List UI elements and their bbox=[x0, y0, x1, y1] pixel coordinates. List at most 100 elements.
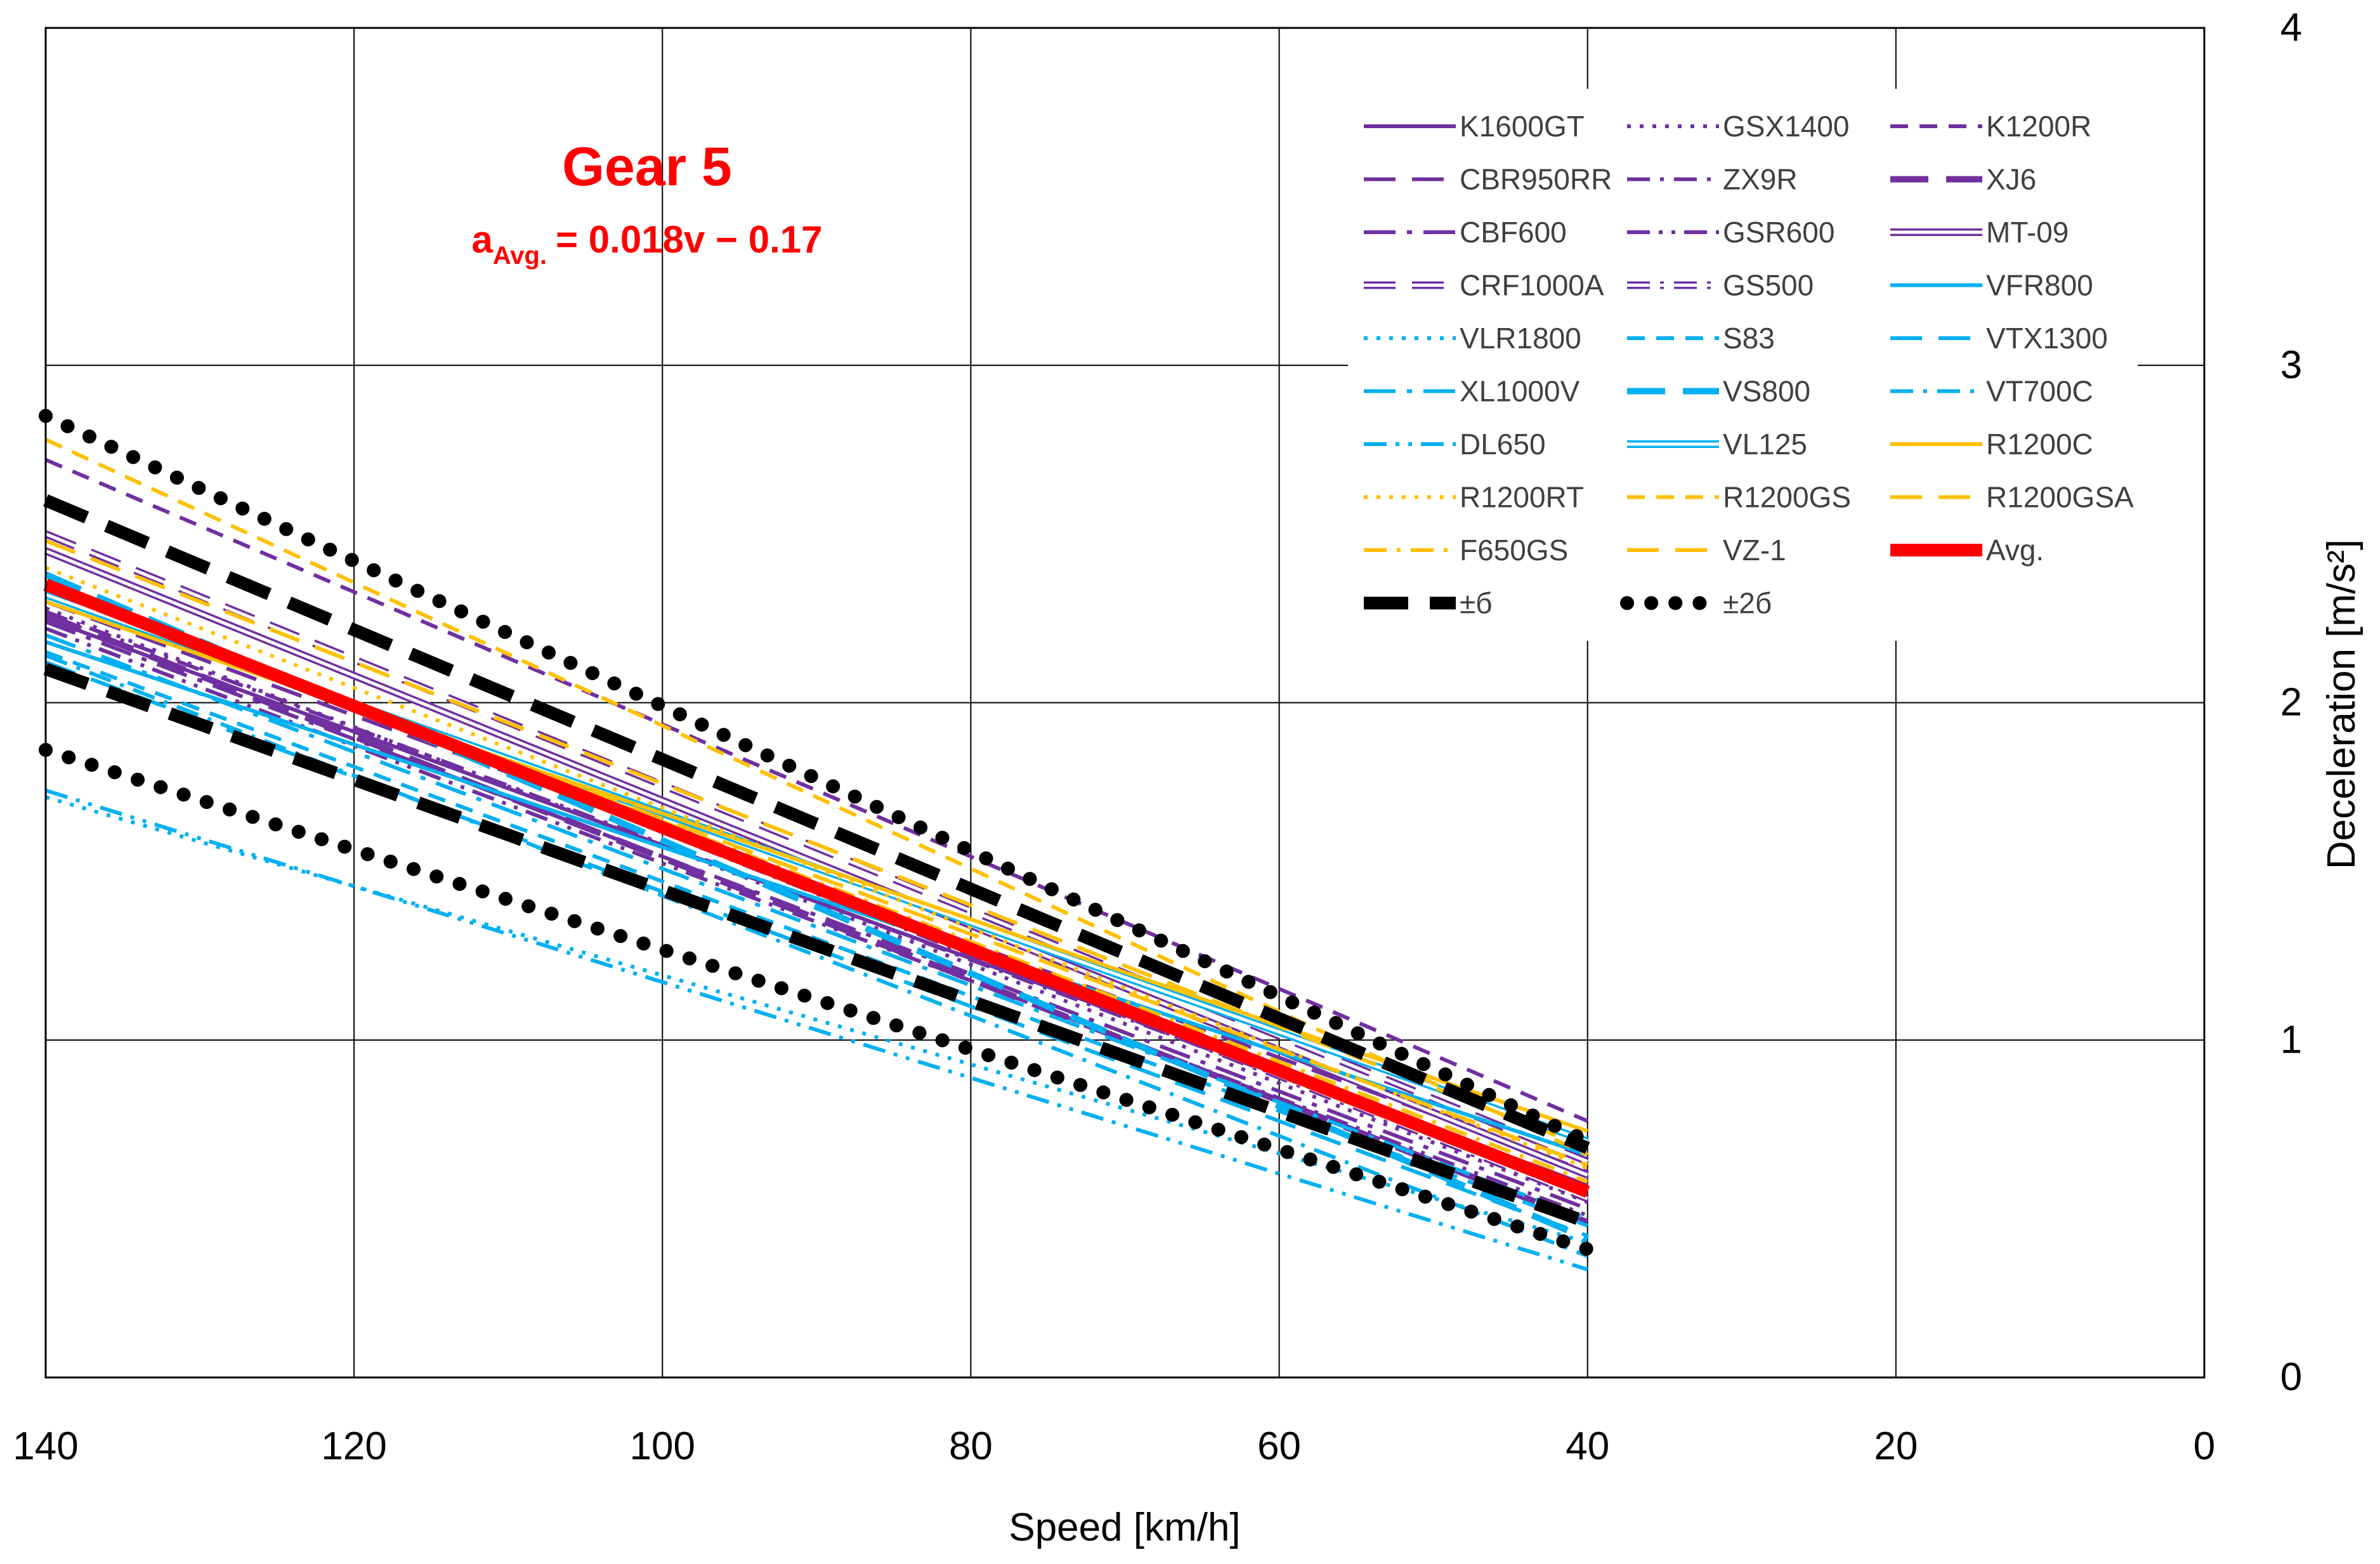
legend-label-pm-sigma: ±б bbox=[1460, 587, 1493, 620]
x-tick-label-80: 80 bbox=[949, 1424, 993, 1468]
series-pm-2sigma-lower bbox=[39, 742, 1595, 1256]
series-xl1000v bbox=[44, 633, 1588, 1221]
legend-item-vtx1300: VTX1300 bbox=[1890, 322, 2108, 355]
legend-label-xl1000v: XL1000V bbox=[1460, 375, 1580, 408]
series-crf1000a-core bbox=[45, 532, 1588, 1164]
legend-item-pm-2sigma: ±2б bbox=[1620, 587, 1772, 620]
legend-label-cbr950rr: CBR950RR bbox=[1460, 163, 1612, 196]
legend-label-s83: S83 bbox=[1723, 322, 1775, 355]
legend-label-mt-09: MT-09 bbox=[1986, 216, 2069, 249]
plot-area-border bbox=[44, 27, 2206, 1379]
legend-item-vt700c: VT700C bbox=[1890, 375, 2093, 408]
legend-label-avg: Avg. bbox=[1986, 534, 2044, 567]
legend-item-r1200rt: R1200RT bbox=[1364, 481, 1584, 514]
equation-lhs: a bbox=[472, 218, 494, 261]
legend-item-r1200gsa: R1200GSA bbox=[1890, 481, 2134, 514]
legend-label-dl650: DL650 bbox=[1460, 428, 1546, 461]
x-tick-label-100: 100 bbox=[630, 1424, 695, 1468]
legend-label-xj6: XJ6 bbox=[1986, 163, 2036, 196]
legend-item-gsr600: GSR600 bbox=[1627, 216, 1834, 249]
legend: K1600GT GSX1400 K1200R CBR950RR ZX9R XJ6 CBF60… bbox=[1364, 110, 2134, 620]
legend-label-cbf600: CBF600 bbox=[1460, 216, 1567, 249]
legend-item-vlr1800: VLR1800 bbox=[1364, 322, 1581, 355]
legend-label-vlr1800: VLR1800 bbox=[1460, 322, 1581, 355]
legend-label-crf1000a: CRF1000A bbox=[1460, 269, 1604, 302]
legend-label-vz-1: VZ-1 bbox=[1723, 534, 1786, 567]
legend-item-avg: Avg. bbox=[1890, 534, 2044, 567]
legend-item-vl125: VL125 bbox=[1627, 428, 1807, 461]
series-dl650 bbox=[45, 788, 1588, 1272]
x-axis-label: Speed [km/h] bbox=[1009, 1506, 1240, 1549]
legend-item-k1600gt: K1600GT bbox=[1364, 110, 1585, 143]
y-tick-label-4: 4 bbox=[2280, 6, 2302, 49]
x-axis-ticks: 140 120 100 80 60 40 20 0 bbox=[13, 1424, 2215, 1468]
equation-subscript: Avg. bbox=[493, 242, 547, 270]
series-f650gs bbox=[44, 579, 1588, 1184]
series-vt700c bbox=[44, 654, 1588, 1258]
series-vz-1 bbox=[44, 586, 1588, 1167]
y-tick-label-3: 3 bbox=[2280, 343, 2302, 387]
x-tick-label-20: 20 bbox=[1874, 1424, 1918, 1468]
legend-item-cbr950rr: CBR950RR bbox=[1364, 163, 1612, 196]
legend-item-r1200gs: R1200GS bbox=[1627, 481, 1851, 514]
legend-label-vs800: VS800 bbox=[1723, 375, 1810, 408]
legend-label-r1200gsa: R1200GSA bbox=[1986, 481, 2134, 514]
legend-label-r1200c: R1200C bbox=[1986, 428, 2093, 461]
legend-label-k1600gt: K1600GT bbox=[1460, 110, 1585, 143]
legend-item-vs800: VS800 bbox=[1627, 375, 1810, 408]
series-layer bbox=[39, 409, 1595, 1272]
series-pm-2sigma-upper bbox=[39, 409, 1595, 1148]
x-tick-label-0: 0 bbox=[2194, 1424, 2215, 1468]
legend-label-vfr800: VFR800 bbox=[1986, 269, 2093, 302]
equation: aAvg. = 0.018v − 0.17 bbox=[472, 218, 823, 270]
legend-item-pm-sigma: ±б bbox=[1364, 587, 1493, 620]
x-tick-label-40: 40 bbox=[1566, 1424, 1609, 1468]
legend-item-dl650: DL650 bbox=[1364, 428, 1546, 461]
legend-label-k1200r: K1200R bbox=[1986, 110, 2091, 143]
legend-label-vtx1300: VTX1300 bbox=[1986, 322, 2108, 355]
legend-item-k1200r: K1200R bbox=[1890, 110, 2091, 143]
legend-label-vl125: VL125 bbox=[1723, 428, 1807, 461]
legend-label-pm-2sigma: ±2б bbox=[1723, 587, 1772, 620]
legend-label-gsr600: GSR600 bbox=[1723, 216, 1834, 249]
legend-label-r1200gs: R1200GS bbox=[1723, 481, 1851, 514]
x-tick-label-120: 120 bbox=[321, 1424, 386, 1468]
y-axis-ticks: 0 1 2 3 4 bbox=[2280, 6, 2302, 1399]
legend-label-gsx1400: GSX1400 bbox=[1723, 110, 1849, 143]
legend-item-f650gs: F650GS bbox=[1364, 534, 1568, 567]
legend-background bbox=[1348, 89, 2138, 641]
legend-item-xj6: XJ6 bbox=[1890, 163, 2036, 196]
series-s83 bbox=[44, 650, 1588, 1228]
y-tick-label-1: 1 bbox=[2280, 1018, 2302, 1061]
legend-label-vt700c: VT700C bbox=[1986, 375, 2093, 408]
series-r1200rt bbox=[44, 566, 1588, 1171]
legend-label-gs500: GS500 bbox=[1723, 269, 1814, 302]
legend-item-gsx1400: GSX1400 bbox=[1627, 110, 1849, 143]
legend-item-mt-09: MT-09 bbox=[1890, 216, 2069, 249]
series-pm-sigma-lower bbox=[43, 662, 1590, 1228]
series-avg bbox=[43, 579, 1590, 1198]
legend-item-vz-1: VZ-1 bbox=[1627, 534, 1786, 567]
legend-item-xl1000v: XL1000V bbox=[1364, 375, 1580, 408]
series-k1200r bbox=[44, 457, 1588, 1123]
chart-title: Gear 5 bbox=[562, 136, 732, 197]
equation-rhs: = 0.018v − 0.17 bbox=[556, 218, 822, 261]
y-tick-label-2: 2 bbox=[2280, 681, 2302, 725]
legend-item-gs500: GS500 bbox=[1627, 269, 1814, 302]
legend-item-s83: S83 bbox=[1627, 322, 1775, 355]
series-cbf600 bbox=[44, 620, 1588, 1211]
x-tick-label-60: 60 bbox=[1257, 1424, 1301, 1468]
legend-item-crf1000a: CRF1000A bbox=[1364, 269, 1604, 302]
y-tick-label-0: 0 bbox=[2280, 1355, 2302, 1399]
legend-item-cbf600: CBF600 bbox=[1364, 216, 1567, 249]
legend-item-vfr800: VFR800 bbox=[1890, 269, 2093, 302]
legend-label-f650gs: F650GS bbox=[1460, 534, 1568, 567]
legend-label-r1200rt: R1200RT bbox=[1460, 481, 1584, 514]
legend-item-zx9r: ZX9R bbox=[1627, 163, 1798, 196]
legend-item-r1200c: R1200C bbox=[1890, 428, 2093, 461]
y-axis-label: Deceleration [m/s²] bbox=[2320, 539, 2364, 869]
series-vlr1800 bbox=[45, 795, 1588, 1245]
series-pm-sigma-upper bbox=[43, 494, 1590, 1154]
x-tick-label-140: 140 bbox=[13, 1424, 78, 1468]
